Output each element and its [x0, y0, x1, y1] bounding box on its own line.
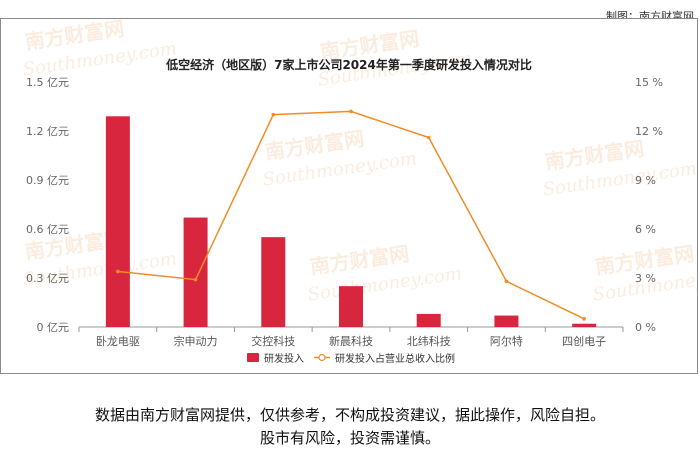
y-left-tick-label: 1.5 亿元 — [26, 76, 69, 89]
x-tick-label: 宗申动力 — [174, 334, 218, 348]
bar — [339, 286, 363, 327]
y-right-tick-label: 15 % — [635, 76, 663, 89]
line-point — [426, 135, 431, 140]
bar — [183, 217, 208, 327]
y-left-tick-label: 0.6 亿元 — [26, 223, 69, 236]
y-left-tick-label: 1.2 亿元 — [26, 125, 69, 138]
disclaimer-line-1: 数据由南方财富网提供，仅供参考，不构成投资建议，据此操作，风险自担。 — [94, 406, 605, 424]
legend-label-line: 研发投入占营业总收入比例 — [335, 352, 455, 365]
x-tick-label: 交控科技 — [251, 334, 295, 348]
bar — [105, 116, 130, 327]
y-right-tick-label: 9 % — [635, 174, 656, 187]
bar-series — [105, 116, 597, 327]
chart-frame: 南方财富网 Southmoney.com 南方财富网 Southmoney.com 南方… — [0, 18, 698, 374]
x-tick-label: 新晨科技 — [329, 334, 373, 348]
bar — [494, 315, 519, 327]
y-left-tick-label: 0 亿元 — [37, 321, 70, 334]
line-point — [582, 317, 586, 321]
legend-label-bar: 研发投入 — [264, 352, 304, 365]
y-left-tick-label: 0.9 亿元 — [26, 174, 69, 187]
line-point — [193, 277, 198, 282]
line-series — [116, 109, 586, 321]
line-point — [349, 109, 353, 114]
legend-swatch-bar — [247, 353, 259, 362]
bar — [261, 237, 286, 327]
line-point — [271, 112, 276, 117]
y-right-tick-label: 12 % — [635, 125, 663, 138]
y-right-tick-label: 6 % — [635, 223, 656, 236]
x-tick-label: 北纬科技 — [407, 334, 451, 348]
chart-title: 低空经济（地区版）7家上市公司2024年第一季度研发投入情况对比 — [165, 57, 532, 72]
x-tick-label: 卧龙电驱 — [96, 335, 140, 348]
x-tick-label: 四创电子 — [562, 335, 606, 348]
x-axis-labels: 卧龙电驱 宗申动力 交控科技 新晨科技 北纬科技 阿尔特 四创电子 — [96, 334, 606, 348]
line-point — [504, 279, 509, 284]
y-right-tick-label: 0 % — [635, 321, 656, 334]
line-point — [116, 269, 120, 274]
y-left-tick-label: 0.3 亿元 — [26, 272, 69, 285]
disclaimer-line-2: 股市有风险，投资需谨慎。 — [259, 429, 440, 447]
x-tick-label: 阿尔特 — [490, 334, 523, 348]
bar — [572, 323, 597, 327]
legend: 研发投入 研发投入占营业总收入比例 — [247, 352, 455, 365]
legend-swatch-marker — [318, 353, 326, 362]
bar — [416, 313, 441, 327]
disclaimer: 数据由南方财富网提供，仅供参考，不构成投资建议，据此操作，风险自担。 股市有风险… — [0, 404, 700, 450]
axes: 0 亿元 0.3 亿元 0.6 亿元 0.9 亿元 1.2 亿元 1.5 亿元 0 % 3 %… — [26, 76, 663, 334]
y-right-tick-label: 3 % — [635, 272, 656, 285]
